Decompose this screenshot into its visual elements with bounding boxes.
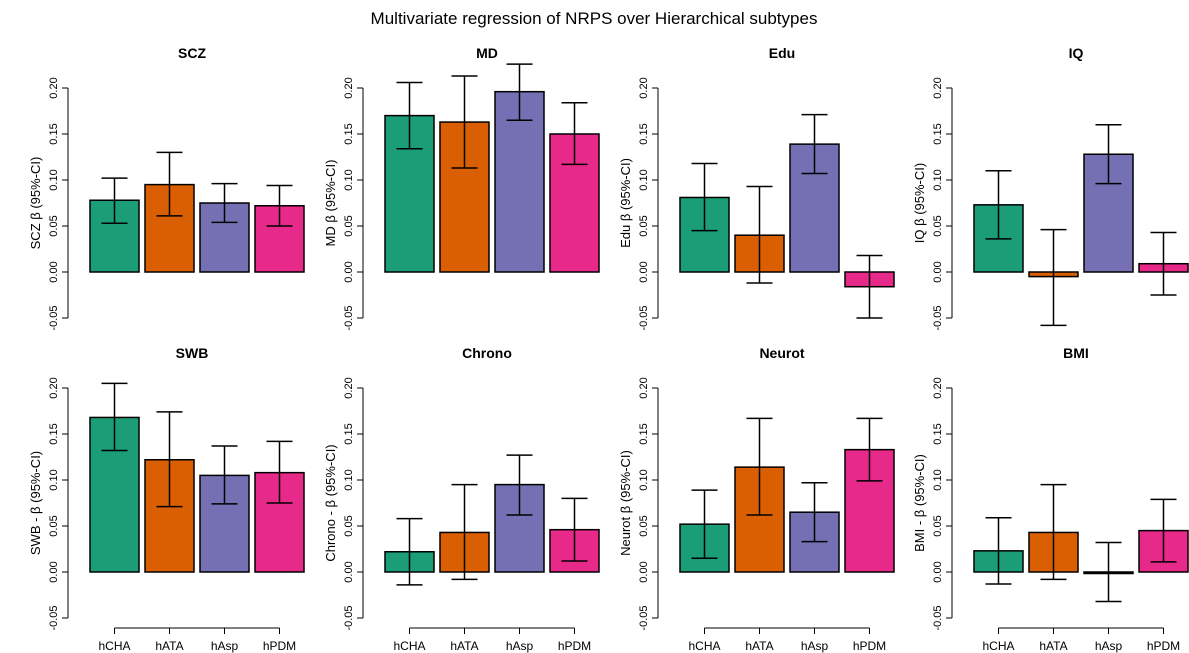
x-tick-label: hATA bbox=[1039, 639, 1067, 653]
x-tick-label: hCHA bbox=[393, 639, 425, 653]
y-tick-label: 0.00 bbox=[638, 561, 650, 582]
y-tick-label: 0.10 bbox=[48, 469, 60, 490]
x-tick-label: hAsp bbox=[1095, 639, 1123, 653]
x-tick-label: hATA bbox=[155, 639, 183, 653]
y-tick-label: 0.10 bbox=[343, 469, 355, 490]
x-tick-label: hPDM bbox=[1147, 639, 1180, 653]
y-tick-label: -0.05 bbox=[638, 605, 650, 630]
y-tick-label: 0.05 bbox=[48, 515, 60, 536]
panel-title: Chrono bbox=[462, 345, 512, 361]
y-tick-label: 0.15 bbox=[48, 423, 60, 444]
panel-chrono: Chrono -0.05 0.00 0.05 0.10 0.15 0.20 Chrono - … bbox=[323, 345, 600, 653]
x-tick-label: hAsp bbox=[211, 639, 239, 653]
y-tick-label: 0.15 bbox=[932, 423, 944, 444]
y-tick-label: 0.05 bbox=[343, 515, 355, 536]
panel-bmi: BMI -0.05 0.00 0.05 0.10 0.15 0.20 BMI - β (95%… bbox=[912, 345, 1189, 653]
y-tick-label: 0.20 bbox=[343, 377, 355, 398]
y-tick-label: -0.05 bbox=[48, 305, 60, 330]
y-tick-label: -0.05 bbox=[343, 305, 355, 330]
x-tick-label: hPDM bbox=[853, 639, 886, 653]
y-axis-label: SWB - β (95%-CI) bbox=[28, 451, 43, 555]
x-tick-label: hATA bbox=[450, 639, 478, 653]
y-axis-label: BMI - β (95%-CI) bbox=[912, 454, 927, 552]
y-tick-label: 0.20 bbox=[638, 377, 650, 398]
y-tick-label: -0.05 bbox=[638, 305, 650, 330]
y-tick-label: 0.20 bbox=[343, 77, 355, 98]
y-axis-label: IQ β (95%-CI) bbox=[912, 163, 927, 243]
y-tick-label: 0.05 bbox=[638, 515, 650, 536]
panel-neurot: Neurot -0.05 0.00 0.05 0.10 0.15 0.20 Neurot β … bbox=[618, 345, 895, 653]
panel-title: Neurot bbox=[759, 345, 804, 361]
panel-iq: IQ -0.05 0.00 0.05 0.10 0.15 0.20 IQ β (95%-CI) bbox=[912, 45, 1189, 331]
y-tick-label: 0.15 bbox=[932, 123, 944, 144]
panel-title: IQ bbox=[1069, 45, 1084, 61]
y-tick-label: 0.05 bbox=[48, 215, 60, 236]
y-axis-label: SCZ β (95%-CI) bbox=[28, 157, 43, 250]
panel-swb: SWB -0.05 0.00 0.05 0.10 0.15 0.20 SWB - β (95%… bbox=[28, 345, 305, 653]
y-tick-label: 0.20 bbox=[638, 77, 650, 98]
y-tick-label: 0.05 bbox=[343, 215, 355, 236]
y-tick-label: 0.10 bbox=[638, 169, 650, 190]
y-tick-label: 0.15 bbox=[48, 123, 60, 144]
y-tick-label: 0.00 bbox=[932, 261, 944, 282]
y-tick-label: -0.05 bbox=[48, 605, 60, 630]
y-tick-label: -0.05 bbox=[932, 305, 944, 330]
y-axis-label: MD β (95%-CI) bbox=[323, 160, 338, 247]
y-tick-label: 0.20 bbox=[932, 377, 944, 398]
panel-grid: SCZ -0.05 0.00 0.05 0.10 0.15 0.20 SCZ β (95%-C… bbox=[28, 45, 1189, 653]
x-tick-label: hAsp bbox=[506, 639, 534, 653]
panel-title: SWB bbox=[176, 345, 209, 361]
y-tick-label: 0.05 bbox=[932, 215, 944, 236]
y-tick-label: 0.00 bbox=[48, 561, 60, 582]
y-axis-label: Neurot β (95%-CI) bbox=[618, 450, 633, 556]
y-tick-label: 0.20 bbox=[48, 77, 60, 98]
y-tick-label: 0.15 bbox=[638, 123, 650, 144]
panel-md: MD -0.05 0.00 0.05 0.10 0.15 0.20 MD β (95%-CI) bbox=[323, 45, 600, 331]
panel-edu: Edu -0.05 0.00 0.05 0.10 0.15 0.20 Edu β (95%-C… bbox=[618, 45, 895, 331]
y-tick-label: 0.10 bbox=[932, 469, 944, 490]
panel-title: Edu bbox=[769, 45, 795, 61]
y-axis-label: Edu β (95%-CI) bbox=[618, 158, 633, 248]
y-tick-label: 0.10 bbox=[638, 469, 650, 490]
panel-scz: SCZ -0.05 0.00 0.05 0.10 0.15 0.20 SCZ β (95%-C… bbox=[28, 45, 305, 331]
panel-title: MD bbox=[476, 45, 498, 61]
y-tick-label: 0.15 bbox=[638, 423, 650, 444]
y-tick-label: -0.05 bbox=[932, 605, 944, 630]
figure-title: Multivariate regression of NRPS over Hie… bbox=[371, 9, 818, 28]
y-tick-label: 0.00 bbox=[343, 261, 355, 282]
y-tick-label: 0.15 bbox=[343, 423, 355, 444]
x-tick-label: hPDM bbox=[263, 639, 296, 653]
panel-title: SCZ bbox=[178, 45, 206, 61]
y-tick-label: 0.15 bbox=[343, 123, 355, 144]
bar-hasp bbox=[494, 90, 545, 273]
y-tick-label: 0.20 bbox=[932, 77, 944, 98]
x-tick-label: hATA bbox=[745, 639, 773, 653]
y-tick-label: 0.10 bbox=[932, 169, 944, 190]
y-tick-label: 0.00 bbox=[48, 261, 60, 282]
y-tick-label: 0.05 bbox=[638, 215, 650, 236]
x-tick-label: hCHA bbox=[688, 639, 720, 653]
y-tick-label: 0.00 bbox=[932, 561, 944, 582]
x-tick-label: hPDM bbox=[558, 639, 591, 653]
y-tick-label: 0.10 bbox=[343, 169, 355, 190]
y-tick-label: 0.05 bbox=[932, 515, 944, 536]
y-tick-label: -0.05 bbox=[343, 605, 355, 630]
y-tick-label: 0.00 bbox=[343, 561, 355, 582]
y-tick-label: 0.00 bbox=[638, 261, 650, 282]
x-tick-label: hAsp bbox=[801, 639, 829, 653]
x-tick-label: hCHA bbox=[98, 639, 130, 653]
x-tick-label: hCHA bbox=[982, 639, 1014, 653]
y-axis-label: Chrono - β (95%-CI) bbox=[323, 444, 338, 561]
y-tick-label: 0.10 bbox=[48, 169, 60, 190]
y-tick-label: 0.20 bbox=[48, 377, 60, 398]
panel-title: BMI bbox=[1063, 345, 1089, 361]
